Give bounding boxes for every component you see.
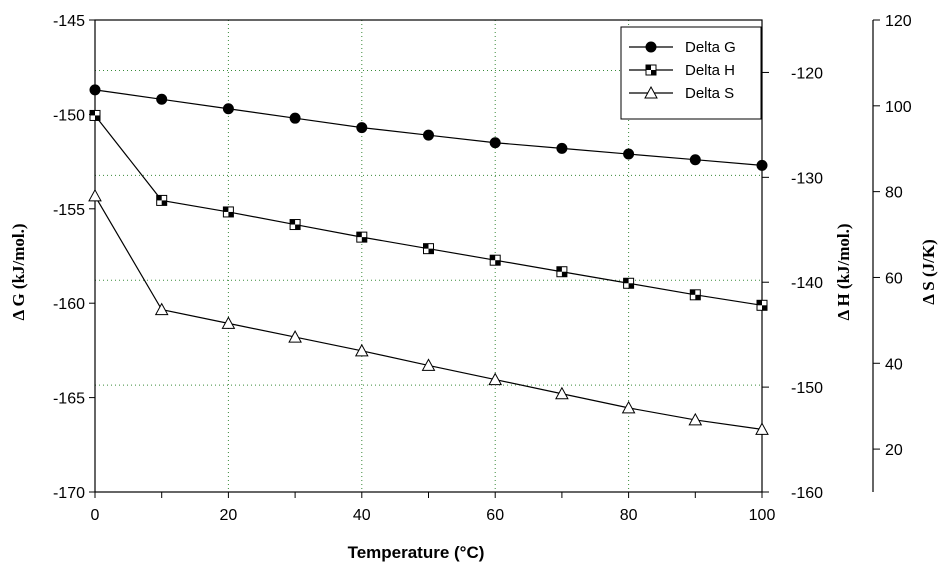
- legend-marker: [644, 85, 658, 99]
- data-point-delta-g: [689, 154, 701, 166]
- series-delta-g: [89, 84, 768, 171]
- x-tick-label: 100: [749, 507, 776, 524]
- data-point-delta-h: [556, 266, 568, 278]
- data-point-delta-s: [488, 372, 503, 386]
- legend-marker: [645, 41, 657, 53]
- data-point-delta-g: [556, 142, 568, 154]
- right-outer-tick-label: 120: [885, 13, 912, 30]
- right-inner-axis-title: Δ H (kJ/mol.): [834, 223, 853, 320]
- data-point-delta-g: [289, 112, 301, 124]
- series-delta-h: [89, 109, 768, 311]
- data-point-delta-h: [423, 243, 434, 255]
- right-outer-tick-label: 100: [885, 99, 912, 116]
- x-tick-label: 0: [91, 507, 100, 524]
- data-point-delta-g: [222, 103, 234, 115]
- legend-label: Delta S: [685, 85, 734, 102]
- data-point-delta-h: [489, 254, 501, 266]
- series-line-delta-s: [94, 195, 763, 430]
- data-point-delta-s: [154, 302, 169, 316]
- legend: Delta G Delta H Delta S: [620, 26, 762, 120]
- right-inner-tick-label: -150: [791, 380, 823, 397]
- right-inner-tick-label: -120: [791, 65, 823, 82]
- right-outer-tick-label: 40: [885, 356, 903, 373]
- data-point-delta-h: [356, 231, 368, 243]
- x-tick-label: 60: [486, 507, 504, 524]
- legend-label: Delta H: [685, 62, 735, 79]
- left-tick-label: -170: [53, 485, 85, 502]
- data-point-delta-h: [289, 219, 301, 231]
- x-axis-title: Temperature (°C): [348, 543, 485, 562]
- data-point-delta-g: [423, 129, 434, 141]
- data-point-delta-g: [156, 93, 168, 105]
- data-point-delta-h: [623, 277, 635, 289]
- left-tick-label: -165: [53, 391, 85, 408]
- left-axis-title: Δ G (kJ/mol.): [9, 223, 28, 320]
- right-inner-tick-label: -140: [791, 275, 823, 292]
- data-point-delta-h: [222, 206, 234, 218]
- data-point-delta-s: [221, 316, 236, 329]
- left-tick-label: -150: [53, 107, 85, 124]
- left-tick-label: -155: [53, 202, 85, 219]
- data-point-delta-h: [756, 299, 768, 311]
- x-axis-title-text: Temperature (°C): [348, 543, 485, 562]
- series-layer: [88, 84, 769, 435]
- data-point-delta-g: [489, 137, 501, 149]
- data-point-delta-s: [421, 358, 436, 371]
- series-line-delta-h: [94, 115, 763, 306]
- left-tick-label: -160: [53, 296, 85, 313]
- right-outer-axis-title: Δ S (J/K): [919, 239, 938, 304]
- x-tick-label: 20: [220, 507, 238, 524]
- data-point-delta-s: [621, 400, 636, 414]
- data-point-delta-h: [156, 194, 168, 206]
- data-point-delta-g: [756, 159, 768, 171]
- data-point-delta-g: [623, 148, 635, 160]
- legend-box: [620, 26, 762, 120]
- data-point-delta-s: [288, 330, 302, 343]
- data-point-delta-s: [755, 422, 769, 435]
- data-point-delta-s: [688, 412, 703, 426]
- legend-marker: [645, 64, 657, 76]
- right-outer-tick-label: 60: [885, 270, 903, 287]
- data-point-delta-g: [356, 122, 368, 134]
- right-inner-tick-label: -160: [791, 485, 823, 502]
- right-outer-tick-label: 20: [885, 442, 903, 459]
- left-tick-label: -145: [53, 13, 85, 30]
- legend-item-delta-h: Delta H: [629, 62, 735, 79]
- data-point-delta-s: [354, 343, 369, 357]
- x-tick-label: 80: [620, 507, 638, 524]
- right-outer-tick-label: 80: [885, 185, 903, 202]
- data-point-delta-g: [89, 84, 101, 96]
- data-point-delta-h: [689, 289, 701, 301]
- axes: 0 20 40 60 80 100 -145 -150 -155 -160 -165 -170 -120…: [53, 13, 912, 524]
- legend-item-delta-s: Delta S: [629, 85, 734, 102]
- x-tick-label: 40: [353, 507, 371, 524]
- legend-label: Delta G: [685, 39, 736, 56]
- data-point-delta-h: [89, 109, 101, 121]
- legend-item-delta-g: Delta G: [629, 39, 736, 56]
- right-inner-tick-label: -130: [791, 170, 823, 187]
- data-point-delta-s: [555, 386, 569, 400]
- series-delta-s: [88, 188, 769, 435]
- data-point-delta-s: [88, 188, 102, 202]
